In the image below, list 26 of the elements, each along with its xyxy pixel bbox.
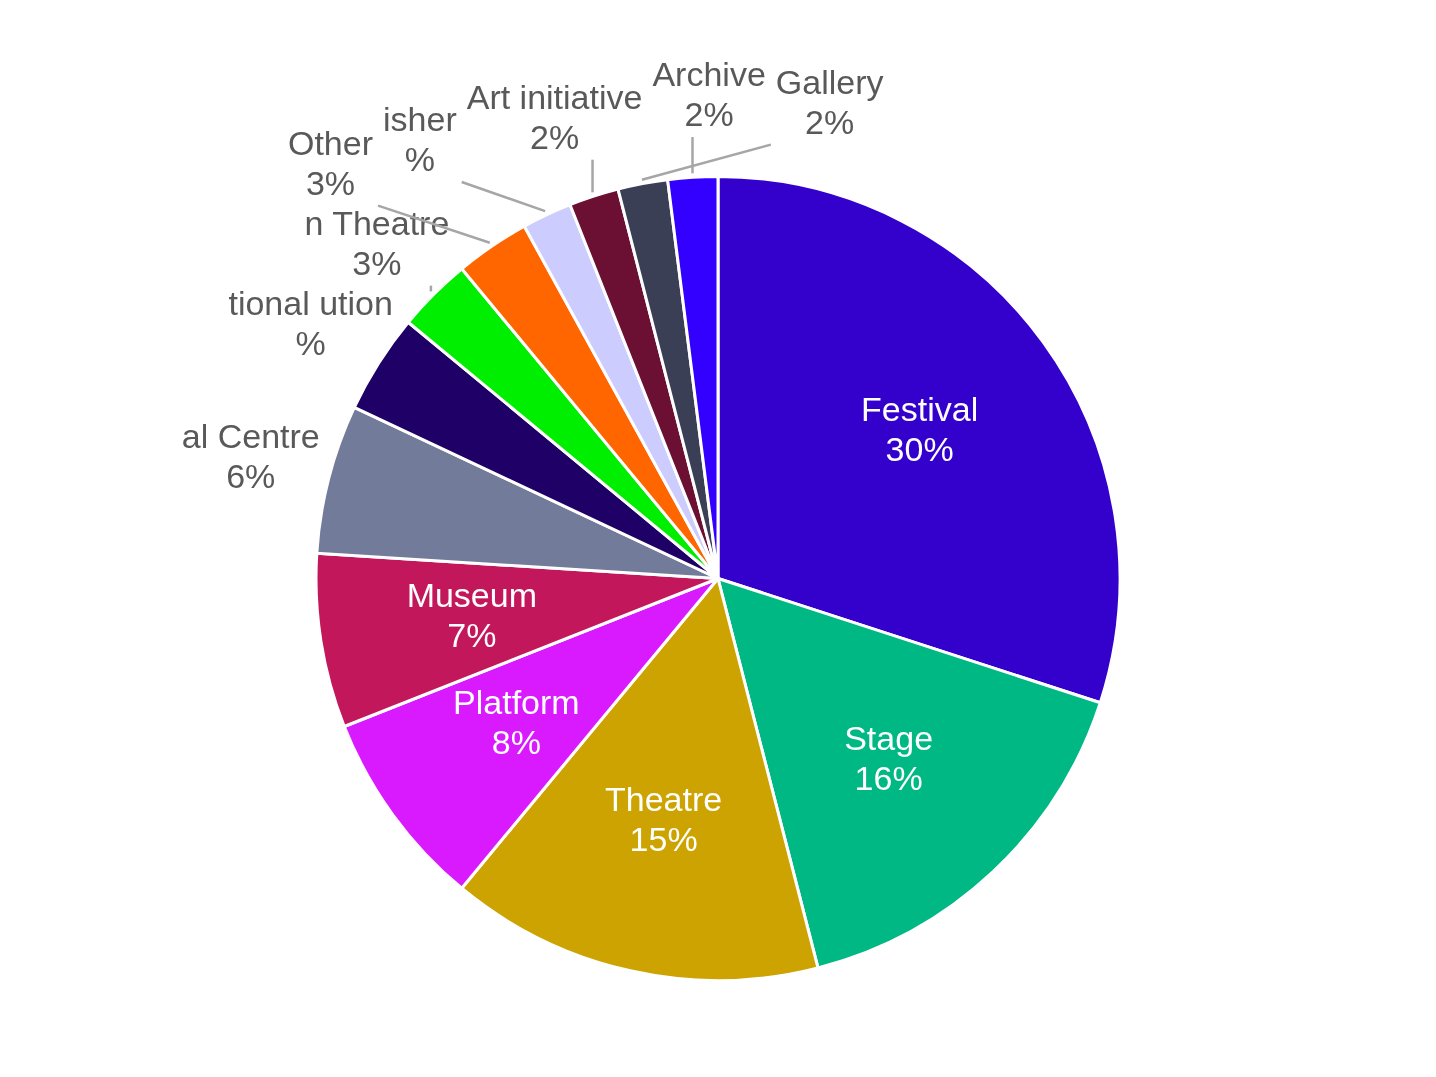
data-label: 3% [352, 244, 402, 283]
data-label: 8% [491, 723, 541, 762]
data-label: 6% [226, 456, 276, 495]
slice-label: n Theatre [304, 204, 450, 243]
slice-label: Theatre [605, 780, 723, 819]
data-label: 2% [684, 95, 734, 134]
slice-label: Stage [844, 718, 934, 757]
slice-label: Archive [652, 55, 766, 94]
slice-label: Platform [453, 683, 580, 722]
slice-label: Other [287, 124, 374, 163]
slice-label: al Centre [181, 416, 320, 455]
slice-label: Festival [861, 390, 979, 429]
data-label: 15% [629, 820, 698, 859]
slice-label: isher [383, 100, 457, 139]
data-label: 3% [305, 164, 356, 203]
data-label: 2% [805, 103, 855, 142]
data-label: % [295, 324, 326, 363]
slice-label: Gallery [775, 63, 884, 102]
data-label: % [404, 140, 435, 179]
slice-label: Museum [406, 575, 538, 614]
data-label: 7% [447, 615, 497, 654]
data-label: 30% [885, 430, 954, 469]
data-label: 2% [530, 118, 580, 157]
slice-label: Art initiative [466, 78, 643, 117]
data-label: 16% [854, 758, 923, 797]
slice-label: tional ution [228, 284, 393, 323]
